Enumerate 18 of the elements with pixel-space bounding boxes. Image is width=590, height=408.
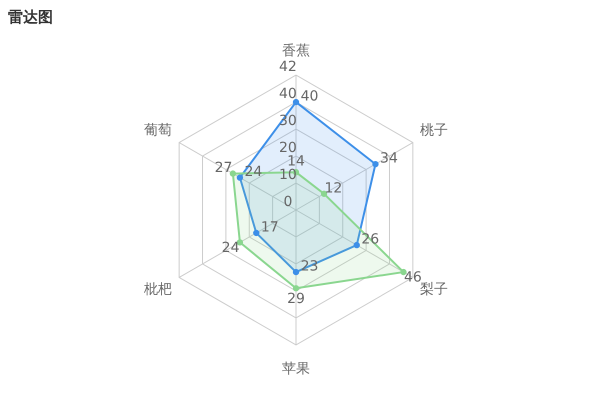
y-tick-label: 20 [278,140,297,156]
spoke-label: 桃子 [420,122,448,138]
text: 42 [278,58,297,75]
data-label: 14 [287,153,305,170]
spoke-label: 苹果 [282,361,310,378]
data-label: 12 [324,180,342,196]
data-label: 27 [214,160,232,176]
data-label: 29 [287,291,305,308]
spoke-label: 梨子 [420,282,448,298]
data-label: 34 [380,150,398,167]
spoke-label: 葡萄 [144,122,172,138]
spoke-label: 枇杷 [143,282,172,298]
data-label: 46 [404,269,422,286]
y-tick-label: 0 [283,194,292,210]
data-label: 24 [222,240,240,256]
data-label: 17 [260,220,279,236]
chart-title: 雷达图 [8,8,53,27]
spoke-label: 香蕉 [282,42,310,59]
